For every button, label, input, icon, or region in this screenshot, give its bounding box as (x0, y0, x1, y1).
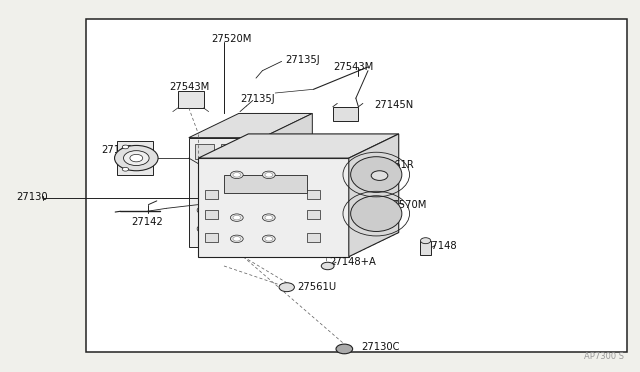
Circle shape (265, 173, 273, 177)
Circle shape (115, 145, 158, 171)
Bar (221, 144, 240, 159)
Circle shape (262, 171, 275, 179)
Bar (307, 190, 320, 199)
Bar (205, 232, 218, 242)
Text: 27145N: 27145N (374, 100, 413, 110)
Bar (307, 232, 320, 242)
Text: 27543M: 27543M (333, 62, 373, 72)
Polygon shape (349, 134, 399, 257)
Text: 27561R: 27561R (376, 160, 415, 170)
Circle shape (197, 206, 212, 215)
Circle shape (371, 171, 388, 180)
Circle shape (230, 214, 243, 221)
Circle shape (262, 235, 275, 243)
Text: 27135J: 27135J (240, 94, 275, 103)
Bar (205, 210, 218, 219)
Circle shape (122, 145, 129, 149)
Circle shape (279, 283, 294, 292)
Text: 27520M: 27520M (211, 34, 252, 44)
Polygon shape (198, 158, 349, 257)
Circle shape (262, 214, 275, 221)
Text: 27148+A: 27148+A (330, 257, 376, 267)
Circle shape (233, 237, 241, 241)
Polygon shape (189, 113, 312, 138)
Circle shape (233, 173, 241, 177)
Polygon shape (189, 138, 262, 247)
Circle shape (230, 235, 243, 243)
Bar (86, 19, 627, 352)
Text: 27135J: 27135J (285, 55, 319, 64)
Text: 27142: 27142 (131, 218, 163, 227)
Circle shape (226, 206, 239, 214)
Circle shape (197, 224, 212, 233)
Circle shape (226, 225, 239, 232)
Bar (333, 107, 358, 121)
Bar (195, 144, 214, 159)
Bar (178, 91, 204, 108)
Polygon shape (198, 134, 399, 158)
Circle shape (233, 215, 241, 220)
Circle shape (336, 344, 353, 354)
Circle shape (265, 215, 273, 220)
Bar (224, 175, 307, 193)
Circle shape (130, 154, 143, 162)
Circle shape (122, 167, 129, 171)
Circle shape (420, 238, 431, 244)
Circle shape (124, 151, 149, 166)
Ellipse shape (351, 157, 402, 192)
Text: AP7300 S: AP7300 S (584, 352, 624, 361)
Text: 27140: 27140 (101, 145, 132, 154)
Circle shape (265, 237, 273, 241)
Bar (117, 141, 153, 175)
Bar (420, 241, 431, 255)
Text: 27148: 27148 (426, 241, 457, 251)
Text: 27130: 27130 (16, 192, 47, 202)
Text: 27561U: 27561U (298, 282, 337, 292)
Bar (205, 190, 218, 199)
Text: 27543M: 27543M (170, 83, 210, 92)
Bar (307, 210, 320, 219)
Circle shape (230, 171, 243, 179)
Polygon shape (262, 113, 312, 247)
Text: 27130C: 27130C (362, 342, 400, 352)
Ellipse shape (351, 196, 402, 231)
Circle shape (321, 262, 334, 270)
Text: 27570M: 27570M (387, 200, 427, 209)
